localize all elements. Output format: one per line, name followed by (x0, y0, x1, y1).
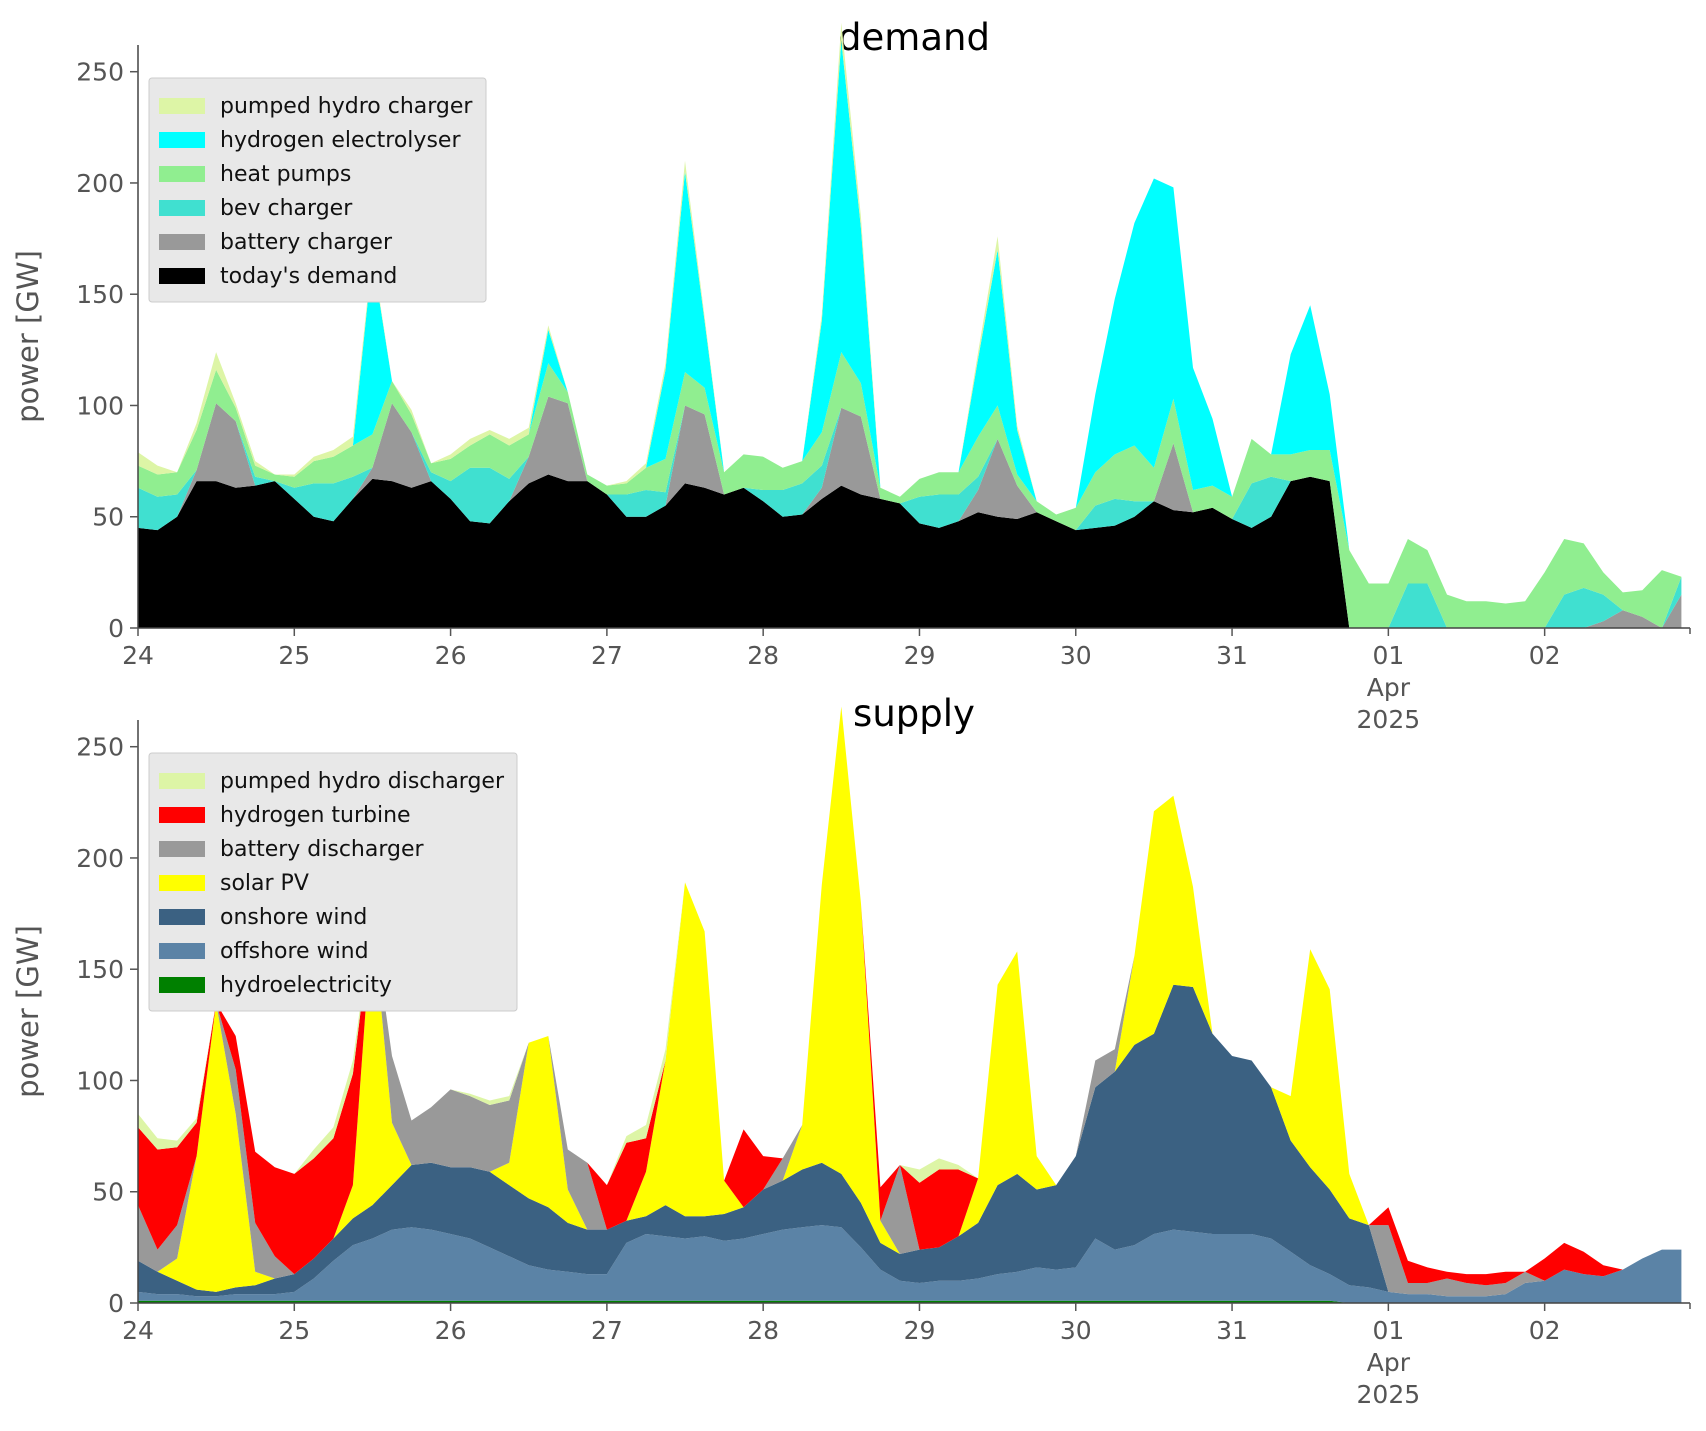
y-tick-label: 200 (76, 169, 124, 198)
x-tick-label: 25 (278, 641, 310, 670)
y-tick-label: 50 (92, 1178, 124, 1207)
y-tick-label: 150 (76, 955, 124, 984)
legend-label: pumped hydro charger (220, 94, 473, 119)
x-tick-label: 31 (1216, 1316, 1248, 1345)
area-heat-pumps (138, 352, 1682, 628)
x-tick-label: 01 (1372, 641, 1404, 670)
legend-swatch (159, 943, 205, 959)
area-today-s-demand (138, 474, 1682, 628)
chart-title: supply (853, 692, 975, 735)
x-tick-label: 27 (591, 1316, 623, 1345)
y-tick-label: 0 (108, 1289, 124, 1318)
legend-swatch (159, 841, 205, 857)
area-solar-pv (138, 706, 1682, 1297)
y-axis-label: power [GW] (11, 250, 45, 423)
x-tick-label: 30 (1060, 1316, 1092, 1345)
area-hydrogen-turbine (138, 706, 1682, 1286)
x-tick-label: 26 (435, 1316, 467, 1345)
x-tick-label: 26 (435, 641, 467, 670)
x-tick-label: 31 (1216, 641, 1248, 670)
x-tick-label: 30 (1060, 641, 1092, 670)
legend-swatch (159, 268, 205, 284)
legend: pumped hydro charger hydrogen electrolyse… (148, 77, 487, 303)
legend-swatch (159, 773, 205, 789)
legend-label: hydrogen turbine (220, 803, 411, 828)
legend-swatch (159, 132, 205, 148)
chart-title: demand (838, 16, 990, 59)
demand-chart: demand power [GW] 0 50 100 150 200 250 24 25 26 27 2… (11, 16, 1691, 734)
x-tick-label: 24 (122, 1316, 154, 1345)
area-bev-charger (138, 396, 1682, 628)
legend-box (148, 752, 518, 1012)
legend-label: heat pumps (220, 162, 351, 187)
legend-label: solar PV (220, 871, 309, 896)
legend-label: hydrogen electrolyser (220, 128, 461, 153)
y-tick-label: 100 (76, 391, 124, 420)
x-tick-sublabel: Apr (1367, 673, 1411, 702)
legend-label: onshore wind (220, 905, 367, 930)
x-tick-sublabel: 2025 (1357, 1380, 1421, 1409)
x-tick-sublabel: Apr (1367, 1348, 1411, 1377)
y-tick-label: 150 (76, 280, 124, 309)
legend-swatch (159, 875, 205, 891)
legend-swatch (159, 166, 205, 182)
x-tick-label: 02 (1529, 641, 1561, 670)
y-tick-label: 50 (92, 503, 124, 532)
area-onshore-wind (138, 984, 1682, 1297)
x-tick-sublabel: 2025 (1357, 705, 1421, 734)
y-tick-label: 200 (76, 844, 124, 873)
x-tick-label: 28 (747, 1316, 779, 1345)
x-tick-label: 27 (591, 641, 623, 670)
legend-swatch (159, 98, 205, 114)
legend-box (148, 77, 487, 303)
legend-swatch (159, 909, 205, 925)
x-tick-label: 24 (122, 641, 154, 670)
y-axis-label: power [GW] (11, 925, 45, 1098)
legend-swatch (159, 807, 205, 823)
x-tick-label: 02 (1529, 1316, 1561, 1345)
legend-swatch (159, 234, 205, 250)
legend-swatch (159, 977, 205, 993)
legend-label: battery discharger (220, 837, 425, 862)
y-tick-label: 250 (76, 733, 124, 762)
x-tick-label: 25 (278, 1316, 310, 1345)
area-offshore-wind (138, 1225, 1682, 1303)
legend-label: hydroelectricity (220, 973, 392, 998)
legend: pumped hydro discharger hydrogen turbine b… (148, 752, 518, 1012)
legend-label: battery charger (220, 230, 393, 255)
x-tick-label: 28 (747, 641, 779, 670)
legend-label: offshore wind (220, 939, 369, 964)
supply-chart: supply power [GW] 0 50 100 150 200 250 24 25 26 27 2… (11, 692, 1691, 1409)
legend-label: bev charger (220, 196, 353, 221)
legend-swatch (159, 200, 205, 216)
y-tick-label: 0 (108, 614, 124, 643)
x-tick-label: 01 (1372, 1316, 1404, 1345)
legend-label: pumped hydro discharger (220, 769, 505, 794)
x-tick-label: 29 (904, 641, 936, 670)
legend-label: today's demand (220, 264, 397, 289)
y-tick-label: 250 (76, 58, 124, 87)
x-tick-label: 29 (904, 1316, 936, 1345)
y-tick-label: 100 (76, 1066, 124, 1095)
